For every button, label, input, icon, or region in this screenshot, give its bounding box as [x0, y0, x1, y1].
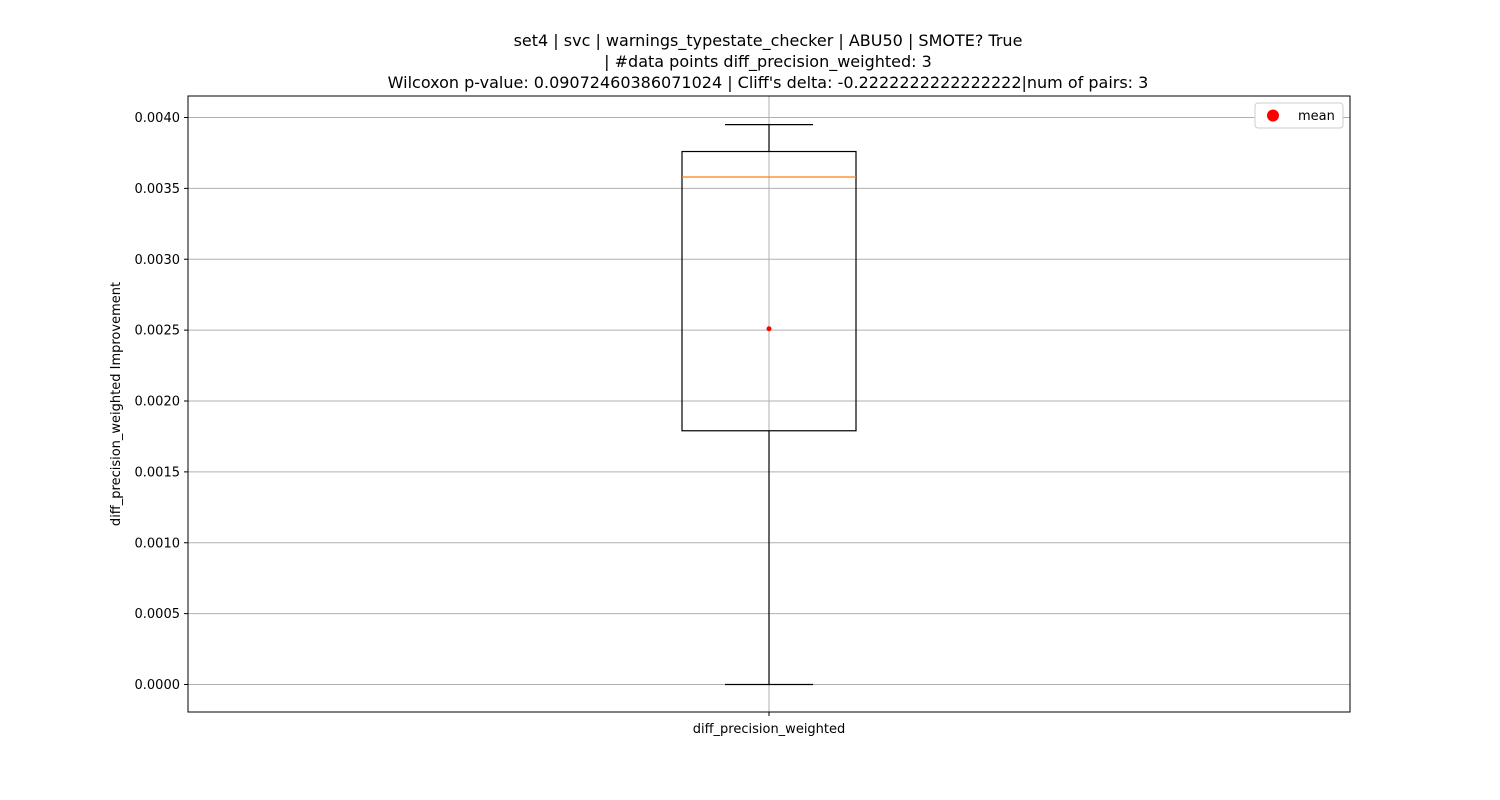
legend-frame — [1254, 102, 1344, 129]
mean-marker — [766, 326, 772, 332]
legend: mean — [1254, 102, 1344, 129]
title-line-2: | #data points diff_precision_weighted: … — [604, 52, 932, 72]
y-tick-label: 0.0015 — [135, 465, 181, 480]
box-elements — [681, 123, 857, 686]
x-tick-label: diff_precision_weighted — [693, 722, 846, 737]
x-axis-ticks: diff_precision_weighted — [693, 712, 846, 737]
y-tick-label: 0.0030 — [135, 253, 181, 268]
title-line-3: Wilcoxon p-value: 0.09072460386071024 | … — [388, 73, 1149, 92]
legend-mean-label: mean — [1298, 109, 1335, 124]
iqr-box — [681, 150, 857, 432]
legend-mean-marker — [1267, 109, 1279, 122]
y-tick-label: 0.0035 — [135, 182, 181, 197]
y-tick-label: 0.0005 — [135, 607, 181, 622]
y-tick-label: 0.0020 — [135, 395, 181, 410]
y-tick-label: 0.0000 — [135, 678, 181, 693]
y-axis-label: diff_precision_weighted Improvement — [109, 282, 124, 526]
y-tick-label: 0.0025 — [135, 324, 181, 339]
y-axis-ticks: 0.0000 0.0005 0.0010 0.0015 0.0020 0.0025 0.00… — [135, 111, 188, 693]
chart-title: set4 | svc | warnings_typestate_checker … — [388, 31, 1149, 92]
y-tick-label: 0.0010 — [135, 536, 181, 551]
title-line-1: set4 | svc | warnings_typestate_checker … — [514, 31, 1023, 51]
y-tick-label: 0.0040 — [135, 111, 181, 126]
